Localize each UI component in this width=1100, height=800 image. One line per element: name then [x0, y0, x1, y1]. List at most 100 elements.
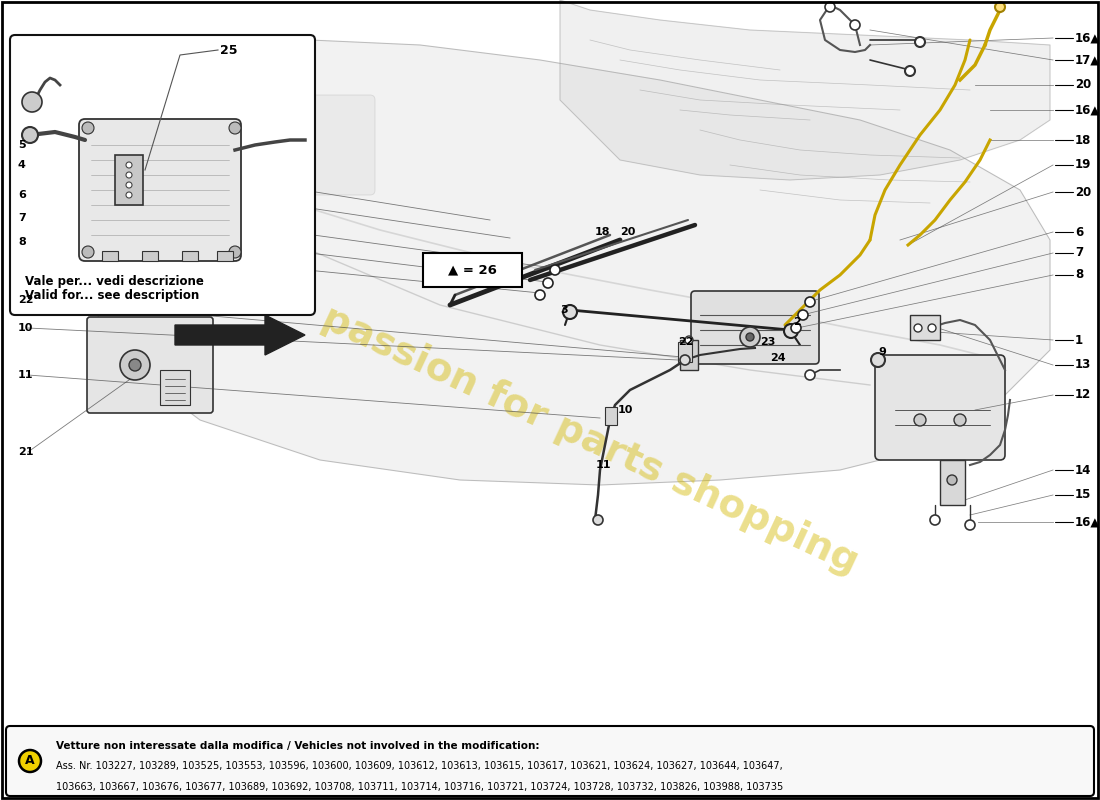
Text: 5: 5: [18, 140, 25, 150]
Text: 15: 15: [1075, 489, 1091, 502]
FancyBboxPatch shape: [424, 253, 522, 287]
Circle shape: [82, 122, 94, 134]
Bar: [142, 251, 158, 261]
Text: passion for parts shopping: passion for parts shopping: [316, 298, 865, 582]
Circle shape: [996, 2, 1005, 12]
Circle shape: [126, 162, 132, 168]
Circle shape: [22, 92, 42, 112]
Bar: [217, 251, 233, 261]
Circle shape: [563, 305, 578, 319]
Text: A: A: [25, 754, 35, 767]
Text: 2: 2: [793, 317, 801, 327]
Circle shape: [791, 323, 801, 333]
Circle shape: [914, 414, 926, 426]
Text: 25: 25: [220, 43, 238, 57]
FancyBboxPatch shape: [10, 35, 315, 315]
Text: 8: 8: [1075, 269, 1084, 282]
Text: 7: 7: [1075, 246, 1084, 259]
Text: ▲ = 26: ▲ = 26: [448, 263, 496, 277]
Text: 17▲: 17▲: [1075, 54, 1100, 66]
Circle shape: [954, 414, 966, 426]
Circle shape: [850, 20, 860, 30]
Text: 16▲: 16▲: [1075, 31, 1100, 45]
Circle shape: [805, 370, 815, 380]
Circle shape: [129, 359, 141, 371]
FancyBboxPatch shape: [102, 142, 223, 248]
Text: Valid for... see description: Valid for... see description: [25, 290, 199, 302]
Circle shape: [914, 324, 922, 332]
Text: 103663, 103667, 103676, 103677, 103689, 103692, 103708, 103711, 103714, 103716, : 103663, 103667, 103676, 103677, 103689, …: [56, 782, 783, 792]
Text: 3: 3: [560, 305, 568, 315]
Bar: [680, 340, 698, 370]
Text: 23: 23: [760, 337, 775, 347]
Text: 24: 24: [770, 353, 785, 363]
Text: 20: 20: [620, 227, 636, 237]
Polygon shape: [80, 40, 1050, 485]
FancyBboxPatch shape: [226, 95, 375, 195]
Text: Vetture non interessate dalla modifica / Vehicles not involved in the modificati: Vetture non interessate dalla modifica /…: [56, 741, 539, 751]
FancyBboxPatch shape: [691, 291, 820, 364]
Circle shape: [126, 192, 132, 198]
Text: 20: 20: [1075, 78, 1091, 91]
Circle shape: [120, 350, 150, 380]
Text: 6: 6: [1075, 226, 1084, 238]
Text: 11: 11: [596, 460, 612, 470]
Bar: [116, 155, 143, 205]
Text: 6: 6: [18, 190, 26, 200]
Bar: [182, 251, 198, 261]
Text: 12: 12: [1075, 389, 1091, 402]
Circle shape: [535, 290, 544, 300]
Circle shape: [82, 246, 94, 258]
Circle shape: [593, 515, 603, 525]
Bar: [910, 315, 940, 340]
Text: Ass. Nr. 103227, 103289, 103525, 103553, 103596, 103600, 103609, 103612, 103613,: Ass. Nr. 103227, 103289, 103525, 103553,…: [56, 761, 783, 771]
Circle shape: [22, 127, 38, 143]
Bar: [102, 251, 118, 261]
Circle shape: [928, 324, 936, 332]
Text: 4: 4: [18, 160, 26, 170]
Circle shape: [19, 750, 41, 772]
Circle shape: [746, 333, 754, 341]
Text: 22: 22: [18, 295, 33, 305]
Polygon shape: [175, 315, 305, 355]
Text: 14: 14: [1075, 463, 1091, 477]
Text: 9: 9: [878, 347, 886, 357]
Circle shape: [784, 324, 798, 338]
Circle shape: [947, 475, 957, 485]
Bar: [678, 342, 692, 362]
Text: 8: 8: [18, 237, 25, 247]
Circle shape: [229, 122, 241, 134]
Text: 20: 20: [1075, 186, 1091, 198]
Circle shape: [798, 310, 808, 320]
FancyBboxPatch shape: [874, 355, 1005, 460]
Circle shape: [871, 353, 886, 367]
Text: 10: 10: [618, 405, 634, 415]
Circle shape: [930, 515, 940, 525]
Circle shape: [905, 66, 915, 76]
Text: 1: 1: [1075, 334, 1084, 346]
Text: 16▲: 16▲: [1075, 103, 1100, 117]
Bar: [940, 460, 965, 505]
Text: 18: 18: [1075, 134, 1091, 146]
Circle shape: [805, 297, 815, 307]
Circle shape: [915, 37, 925, 47]
Circle shape: [543, 278, 553, 288]
Circle shape: [825, 2, 835, 12]
Bar: [605, 407, 617, 425]
FancyBboxPatch shape: [87, 317, 213, 413]
Text: Vale per... vedi descrizione: Vale per... vedi descrizione: [25, 275, 204, 289]
Circle shape: [685, 336, 693, 344]
Text: 19: 19: [1075, 158, 1091, 171]
Text: 18: 18: [595, 227, 610, 237]
Text: 11: 11: [18, 370, 33, 380]
Text: 7: 7: [18, 213, 25, 223]
Text: 22: 22: [678, 337, 693, 347]
Circle shape: [126, 182, 132, 188]
FancyBboxPatch shape: [6, 726, 1094, 796]
FancyBboxPatch shape: [79, 119, 241, 261]
Polygon shape: [560, 0, 1050, 180]
Circle shape: [229, 246, 241, 258]
Circle shape: [550, 265, 560, 275]
Circle shape: [965, 520, 975, 530]
Text: 10: 10: [18, 323, 33, 333]
